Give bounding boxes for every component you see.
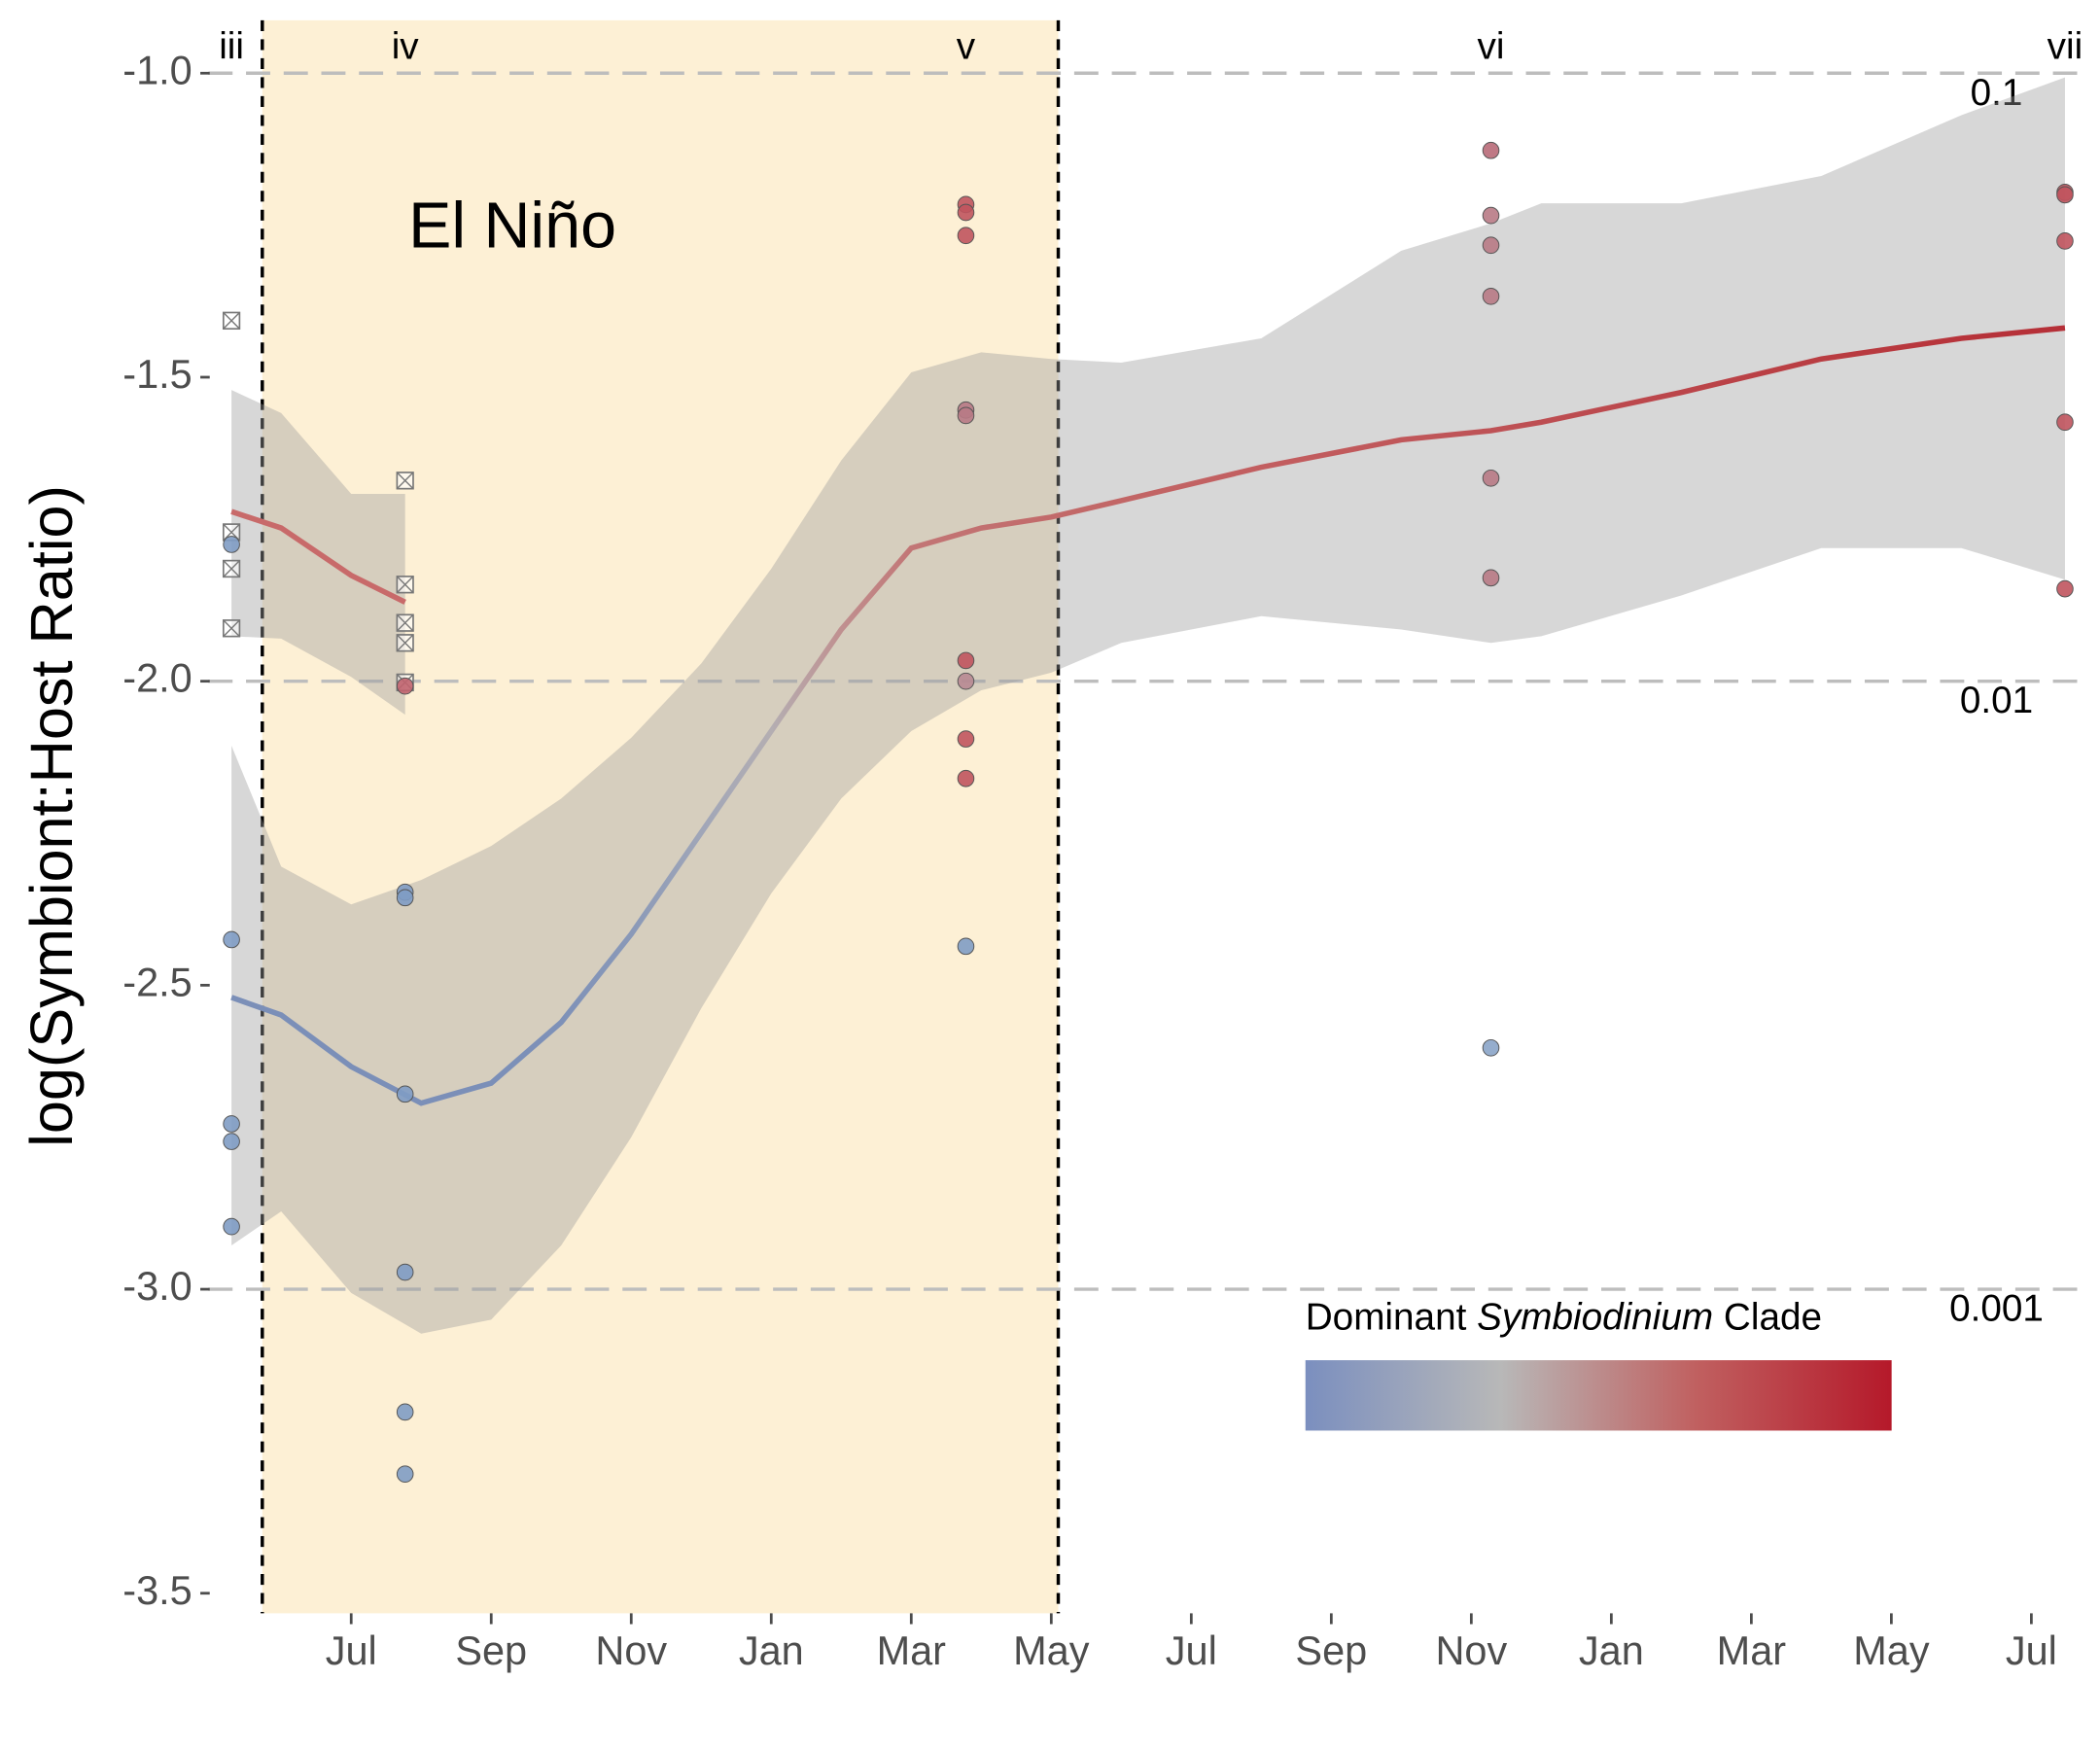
point <box>957 769 975 788</box>
period-label: iv <box>392 25 420 67</box>
point-box <box>396 634 414 652</box>
point <box>1482 469 1500 487</box>
x-tick-label: Jan <box>739 1628 804 1673</box>
legend-title-part: Dominant <box>1306 1296 1477 1338</box>
point <box>396 1085 414 1103</box>
point <box>957 730 975 748</box>
point <box>223 1115 240 1133</box>
y-tick-label: -1.0 <box>122 47 192 92</box>
reference-label: 0.01 <box>1960 680 2033 721</box>
point <box>396 1263 414 1281</box>
point <box>1482 287 1500 305</box>
y-tick-label: -2.0 <box>122 655 192 701</box>
point <box>1482 236 1500 255</box>
point-box <box>396 576 414 594</box>
point <box>957 227 975 245</box>
legend-title-part: Clade <box>1713 1296 1822 1338</box>
event-label: El Niño <box>408 190 616 262</box>
confidence-ribbon <box>231 77 2065 1334</box>
period-label: vi <box>1478 25 1505 67</box>
point <box>223 1217 240 1236</box>
period-label: vii <box>2048 25 2083 67</box>
legend-title: Dominant Symbiodinium Clade <box>1306 1296 1822 1338</box>
y-tick-label: -2.5 <box>122 959 192 1004</box>
point-box <box>396 472 414 490</box>
x-tick-label: Sep <box>455 1628 527 1673</box>
point <box>2056 232 2074 250</box>
period-label: iii <box>219 25 244 67</box>
x-tick-label: Nov <box>595 1628 667 1673</box>
point <box>957 406 975 425</box>
x-tick-label: May <box>1013 1628 1090 1673</box>
colorbar <box>1305 1360 1892 1431</box>
x-tick-label: Jul <box>326 1628 377 1673</box>
point <box>957 937 975 956</box>
point <box>2056 413 2074 432</box>
fit-line <box>230 325 2066 1106</box>
fit-line <box>230 508 406 605</box>
event-band <box>262 19 1059 1614</box>
y-tick-label: -3.5 <box>122 1567 192 1613</box>
point-box <box>222 619 241 638</box>
point <box>957 672 975 690</box>
period-label: v <box>957 25 976 67</box>
point <box>223 1133 240 1150</box>
point <box>223 930 240 949</box>
x-tick-label: Jan <box>1579 1628 1644 1673</box>
x-tick-label: Jul <box>2006 1628 2057 1673</box>
x-tick-label: Mar <box>1717 1628 1787 1673</box>
x-tick-label: Sep <box>1295 1628 1367 1673</box>
reference-label: 0.1 <box>1971 72 2023 114</box>
point <box>396 1403 414 1421</box>
point <box>396 1465 414 1484</box>
x-tick-label: Jul <box>1166 1628 1217 1673</box>
x-tick-label: May <box>1853 1628 1930 1673</box>
point <box>957 203 975 222</box>
y-tick-label: -1.5 <box>122 351 192 397</box>
point <box>1482 206 1500 225</box>
point <box>2056 579 2074 598</box>
x-tick-label: Nov <box>1435 1628 1507 1673</box>
point <box>2056 186 2074 204</box>
point <box>223 536 240 553</box>
legend-title-part: Symbiodinium <box>1477 1296 1713 1338</box>
y-axis-title: log(Symbiont:Host Ratio) <box>18 485 85 1147</box>
point-box <box>396 613 414 632</box>
point <box>1482 569 1500 587</box>
point <box>396 677 414 695</box>
point <box>1482 141 1500 159</box>
point <box>396 889 414 907</box>
point-box <box>222 559 241 578</box>
point-box <box>222 311 241 331</box>
reference-label: 0.001 <box>1949 1288 2044 1330</box>
y-tick-label: -3.0 <box>122 1263 192 1309</box>
point <box>957 651 975 670</box>
point <box>1482 1038 1500 1057</box>
x-tick-label: Mar <box>877 1628 947 1673</box>
